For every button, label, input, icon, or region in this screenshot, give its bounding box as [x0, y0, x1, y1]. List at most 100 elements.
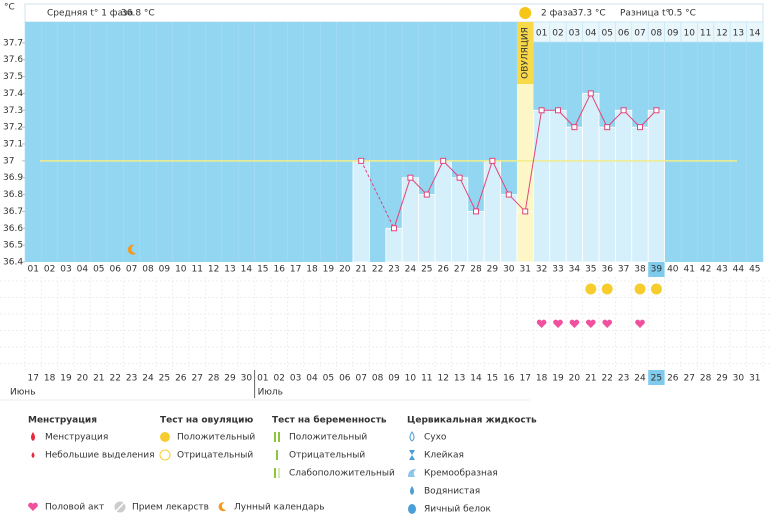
- date-label: 29: [716, 374, 728, 384]
- cycle-day: 37: [618, 265, 629, 275]
- date-label: 14: [470, 374, 482, 384]
- fluid-icon: [409, 450, 415, 460]
- phase2-label: 2 фаза: [541, 9, 573, 19]
- cycle-day: 34: [569, 265, 581, 275]
- legend-title: Менструация: [28, 416, 97, 426]
- temperature-point: [440, 157, 447, 164]
- date-label: 26: [175, 374, 187, 384]
- cycle-day: 21: [355, 265, 366, 275]
- phase2-value: 37.3 °C: [572, 9, 606, 19]
- legend-title: Тест на беременность: [272, 415, 387, 426]
- temperature-line: [459, 177, 477, 212]
- cycle-day: 15: [257, 265, 268, 275]
- legend-item: Отрицательный: [177, 451, 253, 461]
- legend-item: Водянистая: [424, 487, 480, 497]
- month-label: Июнь: [10, 388, 36, 398]
- ovulation-test-positive: [601, 283, 613, 295]
- cycle-day: 36: [601, 265, 613, 275]
- legend-item: Небольшие выделения: [45, 451, 155, 461]
- phase2-day: 03: [569, 29, 580, 39]
- cycle-day: 12: [208, 265, 219, 275]
- date-label: 17: [27, 374, 38, 384]
- date-label: 07: [355, 374, 366, 384]
- legend-title: Цервикальная жидкость: [407, 416, 537, 426]
- temperature-bar: [418, 194, 436, 263]
- cycle-day: 23: [388, 265, 399, 275]
- phase2-day: 06: [618, 29, 630, 39]
- temperature-point: [489, 157, 496, 164]
- legend-title: Тест на овуляцию: [160, 416, 253, 426]
- cycle-day: 13: [224, 265, 235, 275]
- legend-item: Сухо: [424, 433, 447, 443]
- temperature-bar: [467, 211, 485, 263]
- temperature-bar: [582, 93, 600, 263]
- cycle-day: 04: [77, 265, 89, 275]
- cycle-day: 41: [683, 265, 694, 275]
- intercourse-mark: [553, 319, 563, 328]
- phase2-day: 04: [585, 29, 597, 39]
- cycle-day: 24: [405, 265, 417, 275]
- cycle-day: 25: [421, 265, 432, 275]
- temperature-line: [524, 110, 543, 212]
- legend-heart: [28, 502, 38, 511]
- y-tick-label: 36.7: [3, 207, 23, 217]
- date-label: 27: [683, 374, 694, 384]
- day-row: [25, 262, 763, 277]
- intercourse-mark: [569, 319, 580, 328]
- date-label: 16: [503, 374, 515, 384]
- temperature-point: [587, 90, 594, 97]
- y-tick-label: 36.6: [3, 224, 23, 234]
- y-tick-label: 36.9: [3, 173, 23, 183]
- date-label: 02: [273, 374, 284, 384]
- cycle-day: 44: [733, 265, 745, 275]
- ovulation-test-positive: [634, 283, 646, 295]
- y-tick-label: 37.3: [3, 106, 23, 116]
- cycle-day: 27: [454, 265, 465, 275]
- phase2-day: 08: [651, 29, 663, 39]
- y-tick-label: 36.8: [3, 190, 23, 200]
- phase2-day: 10: [683, 29, 695, 39]
- date-label: 23: [126, 374, 137, 384]
- temperature-bar: [385, 227, 403, 263]
- cycle-day: 09: [159, 265, 171, 275]
- test-icon: [159, 449, 171, 461]
- temperature-point: [637, 124, 643, 131]
- legend-item: Кремообразная: [424, 469, 498, 479]
- y-tick-label: 37.2: [3, 123, 23, 133]
- cycle-day: 40: [667, 265, 679, 275]
- legend-item: Отрицательный: [289, 451, 365, 461]
- legend-item: Положительный: [177, 433, 255, 443]
- temperature-point: [604, 124, 611, 131]
- pill-icon: [115, 502, 125, 512]
- date-label: 01: [257, 374, 268, 384]
- y-tick-label: 37.4: [3, 89, 23, 99]
- temperature-bar: [401, 177, 420, 263]
- cycle-day: 07: [126, 265, 137, 275]
- cycle-day: 45: [749, 265, 760, 275]
- y-tick-label: 37: [3, 156, 14, 166]
- month-label: Июль: [258, 388, 283, 398]
- legend-item: Слабоположительный: [289, 469, 395, 479]
- date-label: 24: [142, 374, 154, 384]
- temperature-line: [426, 160, 444, 195]
- date-label: 22: [601, 374, 612, 384]
- fluid-icon: [408, 504, 416, 514]
- cycle-day: 32: [536, 265, 547, 275]
- date-label: 24: [634, 374, 646, 384]
- date-label: 03: [290, 374, 301, 384]
- cycle-day: 05: [93, 265, 104, 275]
- temperature-line: [573, 93, 592, 128]
- date-label: 10: [405, 374, 417, 384]
- cycle-day: 06: [109, 265, 121, 275]
- cycle-day: 30: [503, 265, 515, 275]
- temperature-point: [505, 191, 512, 198]
- cycle-day: 31: [519, 265, 530, 275]
- cycle-day: 43: [716, 265, 727, 275]
- diff-label: Разница t°: [620, 9, 670, 19]
- temperature-bar: [598, 126, 616, 263]
- temperature-bar: [483, 160, 502, 263]
- date-label: 26: [667, 374, 679, 384]
- ovulation-test-positive: [650, 283, 662, 295]
- date-label: 12: [437, 374, 448, 384]
- cycle-day: 42: [700, 265, 711, 275]
